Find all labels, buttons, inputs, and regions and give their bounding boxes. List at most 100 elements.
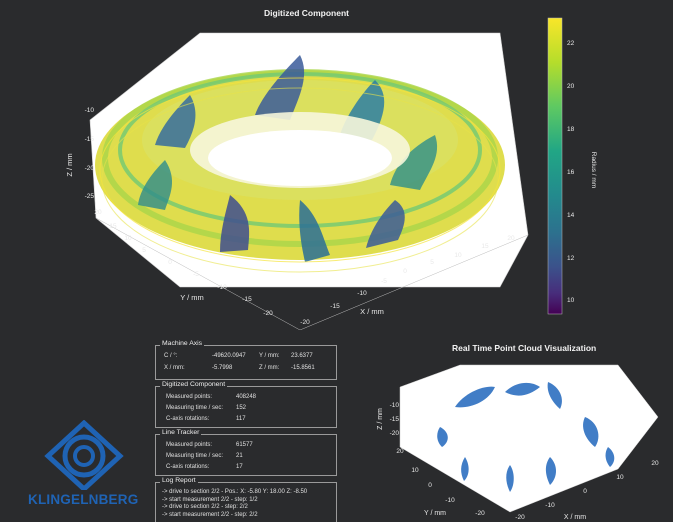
- digitized-component-panel: Digitized Component Measured points: 408…: [155, 381, 337, 428]
- main-y-tick: 5: [142, 247, 146, 254]
- rt-x-tick: 20: [651, 460, 659, 467]
- row-value: 117: [236, 416, 246, 422]
- log-line: -> drive to section 2/2 - step: 2/2: [162, 504, 248, 511]
- colorbar: 22 20 18 16 14 12 10 Radius / mm: [547, 17, 597, 315]
- main-z-label: Z / mm: [65, 153, 74, 176]
- log-lines: -> drive to section 2/2 - Pos.: X: -5.80…: [162, 489, 307, 519]
- rt-z-label: Z / mm: [377, 408, 384, 430]
- row-label: Measured points:: [166, 394, 213, 400]
- rt-x-ticks: -20 -10 0 10 20: [515, 460, 659, 521]
- x-value: -5.7998: [212, 365, 233, 371]
- rt-z-ticks: -10 -15 -20: [390, 402, 400, 437]
- colorbar-tick: 10: [567, 297, 575, 304]
- logo-icon: [44, 419, 124, 493]
- main-3d-plot[interactable]: Z / mm -10 -15 -20 -25 20 15 10 5 0 -5 -…: [0, 0, 673, 330]
- y-label: Y / mm:: [259, 353, 280, 359]
- main-y-tick: -10: [217, 284, 227, 291]
- colorbar-gradient: [547, 17, 563, 315]
- main-y-tick: 15: [109, 223, 117, 230]
- main-plot-title: Digitized Component: [264, 8, 349, 18]
- log-line: -> start measurement 2/2 - step: 2/2: [162, 511, 258, 518]
- row-value: 152: [236, 405, 247, 411]
- rt-y-tick: 10: [411, 467, 419, 474]
- row-value: 408248: [236, 394, 257, 400]
- colorbar-ticks: 22 20 18 16 14 12 10: [567, 40, 575, 304]
- rt-y-label: Y / mm: [424, 510, 446, 517]
- machine-axis-panel: Machine Axis C / °: -49620.0947 Y / mm: …: [155, 340, 337, 380]
- rt-y-tick: 20: [396, 448, 404, 455]
- rt-z-tick: -10: [390, 402, 400, 409]
- panel-legend: Digitized Component: [160, 381, 228, 388]
- log-line: -> start measurement 2/2 - step: 1/2: [162, 496, 258, 503]
- main-x-tick: 0: [403, 268, 407, 275]
- main-y-tick: 20: [94, 209, 102, 216]
- c-value: -49620.0947: [212, 353, 246, 359]
- rt-z-tick: -20: [390, 430, 400, 437]
- realtime-3d-plot[interactable]: Z / mm -10 -15 -20 20 10 0 -10 -20 Y / m…: [370, 347, 670, 522]
- main-y-tick: -20: [263, 310, 273, 317]
- rt-x-tick: 0: [583, 488, 587, 495]
- colorbar-tick: 20: [567, 83, 575, 90]
- c-label: C / °:: [164, 353, 178, 359]
- colorbar-tick: 18: [567, 126, 575, 133]
- row-value: 17: [236, 464, 243, 470]
- line-tracker-panel: Line Tracker Measured points: 61577 Meas…: [155, 429, 337, 476]
- row-value: 61577: [236, 442, 253, 448]
- main-x-tick: -20: [300, 319, 310, 326]
- main-z-tick: -15: [85, 136, 95, 143]
- x-label: X / mm:: [164, 365, 185, 371]
- row-label: C-axis rotations:: [166, 464, 210, 470]
- row-value: 21: [236, 453, 243, 459]
- main-y-tick: -15: [242, 296, 252, 303]
- rt-z-tick: -15: [390, 416, 400, 423]
- row-label: Measuring time / sec:: [166, 405, 224, 411]
- main-y-tick: 0: [168, 259, 172, 266]
- realtime-plot-title: Real Time Point Cloud Visualization: [452, 343, 597, 353]
- main-x-tick: 5: [430, 259, 434, 266]
- row-label: C-axis rotations:: [166, 416, 210, 422]
- main-x-label: X / mm: [360, 307, 384, 316]
- colorbar-tick: 16: [567, 169, 575, 176]
- panel-legend: Machine Axis: [160, 340, 205, 347]
- rt-x-label: X / mm: [564, 514, 586, 521]
- main-y-ticks: 20 15 10 5 0 -5 -10 -15 -20: [94, 209, 273, 317]
- main-x-ticks: -20 -15 -10 -5 0 5 10 15 20: [300, 235, 515, 326]
- rt-y-tick: -20: [475, 510, 485, 517]
- colorbar-tick: 14: [567, 212, 575, 219]
- rt-x-tick: -10: [545, 502, 555, 509]
- rt-y-tick: -10: [445, 497, 455, 504]
- rt-y-ticks: 20 10 0 -10 -20: [396, 448, 485, 517]
- realtime-point-cloud: [437, 382, 615, 492]
- main-z-tick: -20: [85, 165, 95, 172]
- y-value: 23.6377: [291, 353, 313, 359]
- panel-legend: Line Tracker: [160, 429, 202, 436]
- main-y-tick: 10: [124, 235, 132, 242]
- z-label: Z / mm:: [259, 365, 280, 371]
- log-line: -> drive to section 2/2 - Pos.: X: -5.80…: [162, 489, 308, 495]
- main-z-ticks: -10 -15 -20 -25: [85, 107, 95, 200]
- log-report-panel[interactable]: Log Report -> drive to section 2/2 - Pos…: [155, 477, 337, 522]
- main-x-tick: -15: [330, 303, 340, 310]
- main-x-tick: 15: [481, 243, 489, 250]
- main-z-tick: -10: [85, 107, 95, 114]
- main-z-tick: -25: [85, 193, 95, 200]
- rt-y-tick: 0: [428, 482, 432, 489]
- rt-x-tick: 10: [616, 474, 624, 481]
- main-y-tick: -5: [193, 271, 199, 278]
- logo-text: KLINGELNBERG: [28, 492, 139, 507]
- row-label: Measuring time / sec:: [166, 453, 224, 459]
- main-x-tick: -5: [381, 278, 387, 285]
- row-label: Measured points:: [166, 442, 213, 448]
- colorbar-label: Radius / mm: [590, 152, 597, 188]
- main-x-tick: 20: [507, 235, 515, 242]
- main-y-label: Y / mm: [180, 293, 204, 302]
- colorbar-tick: 12: [567, 255, 575, 262]
- klingelnberg-logo: KLINGELNBERG: [28, 419, 142, 510]
- panel-legend: Log Report: [160, 477, 198, 484]
- rt-x-tick: -20: [515, 514, 525, 521]
- point-cloud-ring: [95, 55, 505, 273]
- main-x-tick: 10: [454, 252, 462, 259]
- z-value: -15.8561: [291, 365, 315, 371]
- colorbar-tick: 22: [567, 40, 575, 47]
- main-x-tick: -10: [357, 290, 367, 297]
